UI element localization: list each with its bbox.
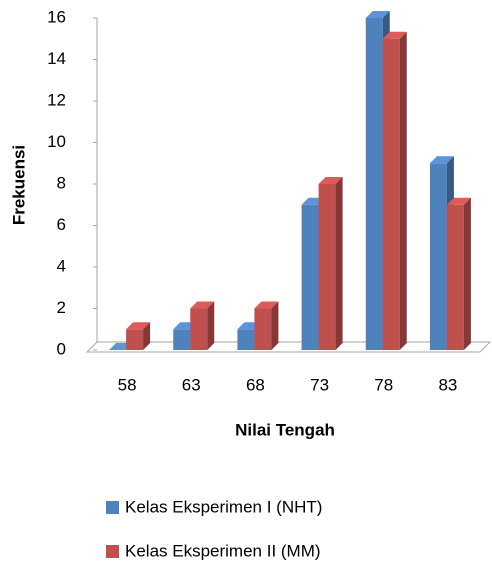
y-tick-label: 16 [47,7,66,26]
bar-top [365,11,390,18]
bar-top [254,301,279,309]
y-tick-label: 0 [57,339,66,358]
bar-side [399,31,407,350]
bar [190,301,215,350]
bar-front [318,184,336,350]
bar [318,177,343,350]
x-axis-title: Nilai Tengah [235,420,335,439]
bar-side [143,322,151,350]
bar-front [173,329,191,350]
bar-front [382,38,400,350]
bar [382,31,407,350]
bar-top [190,301,215,309]
bar-front [237,329,255,350]
legend-label: Kelas Eksperimen I (NHT) [125,497,322,516]
x-tick-label: 58 [118,375,137,394]
y-tick-label: 2 [57,298,66,317]
x-tick-label: 83 [438,375,457,394]
bar-top [446,197,471,205]
bar-front [365,18,383,350]
bar [446,197,471,350]
y-tick-label: 14 [47,49,66,68]
legend-swatch [106,545,119,558]
y-tick-label: 4 [57,256,66,275]
y-tick-label: 12 [47,90,66,109]
bar-front [126,329,144,350]
bar-side [463,197,471,350]
bar-front [429,163,447,350]
bar-top [429,156,454,164]
x-tick-label: 63 [182,375,201,394]
bar-side [335,177,343,350]
bar-front [446,204,464,350]
bar [126,322,151,350]
x-tick-label: 78 [374,375,393,394]
bar-side [271,301,279,350]
legend-label: Kelas Eksperimen II (MM) [125,541,321,560]
y-tick-label: 8 [57,173,66,192]
bar-side [207,301,215,350]
bar-front [254,308,272,350]
bar [254,301,279,350]
y-tick-label: 6 [57,215,66,234]
x-tick-label: 68 [246,375,265,394]
bar-top [382,31,407,39]
y-tick-label: 10 [47,132,66,151]
legend-swatch [106,501,119,514]
bar-top [126,322,151,330]
bar-front [301,204,319,350]
x-tick-label: 73 [310,375,329,394]
y-axis-title: Frekuensi [9,145,28,225]
bar-front [190,308,208,350]
bar-top [318,177,343,184]
